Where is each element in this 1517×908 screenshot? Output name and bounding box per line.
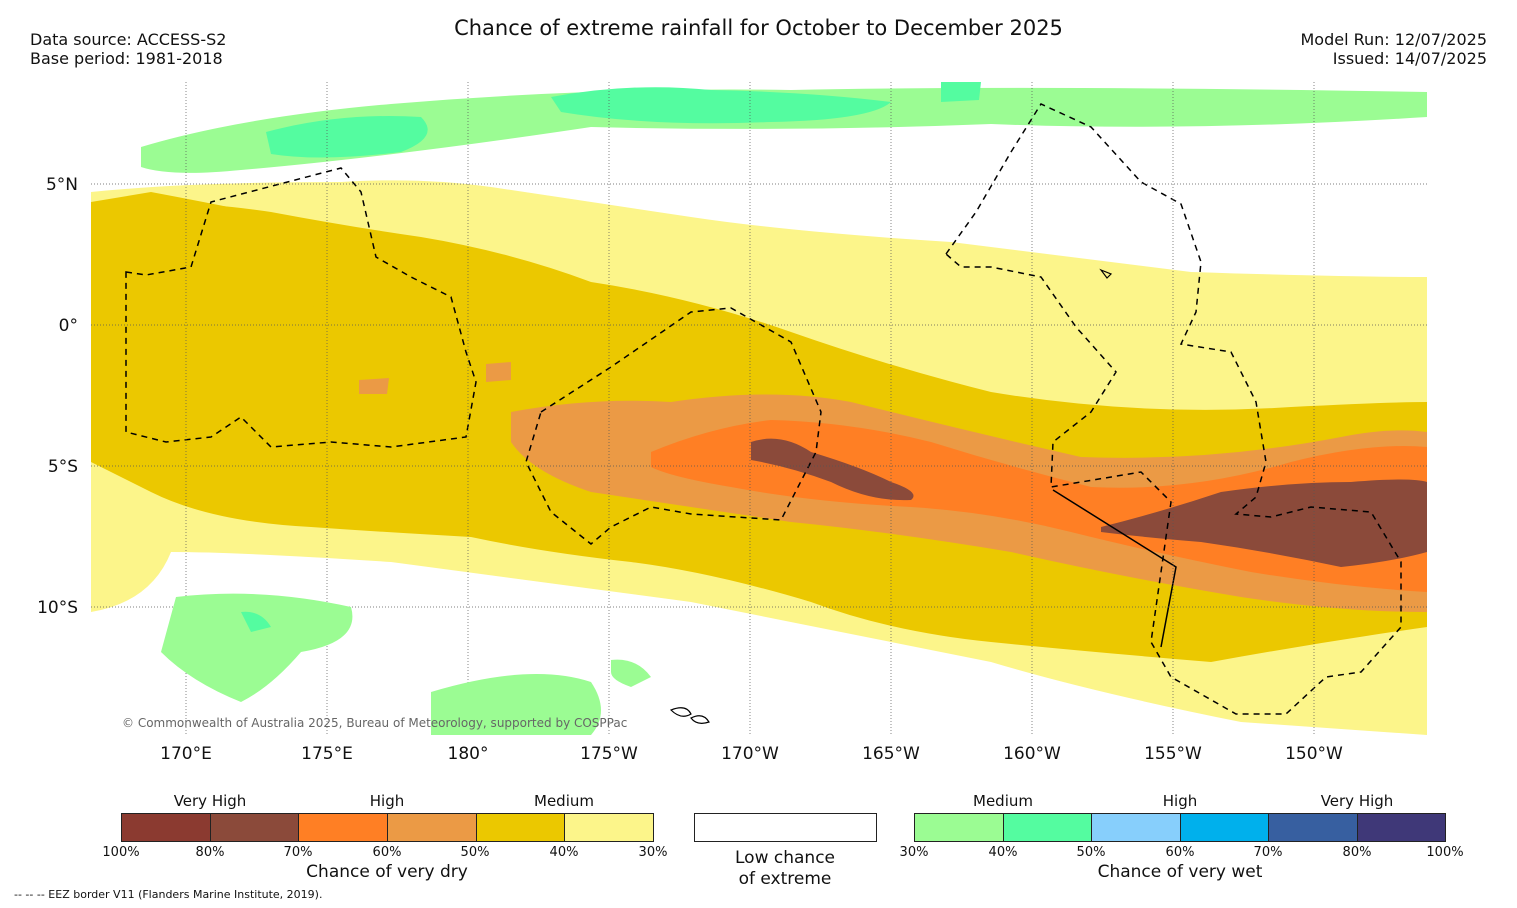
dry-tick: 70%: [283, 845, 313, 860]
wet-medium-south-patch-2: [431, 674, 601, 735]
maritime-boundary-line: [1052, 489, 1177, 648]
wet-tick: 60%: [1165, 845, 1195, 860]
wet-tick: 70%: [1253, 845, 1283, 860]
dry-caption: Chance of very dry: [306, 862, 468, 882]
dry-medium-gold-west: [91, 192, 331, 377]
dry-very-high-patch-1: [751, 438, 914, 501]
dry-swatch: [210, 814, 300, 841]
dry-high-tan-dot: [486, 362, 511, 382]
dry-swatch: [476, 814, 566, 841]
dry-swatch: [122, 814, 211, 841]
wet-tick: 40%: [988, 845, 1018, 860]
dry-colorbar: [121, 813, 654, 842]
lat-label-5n: 5°N: [45, 175, 78, 195]
wet-level-high: High: [1162, 792, 1198, 810]
wet-swatch: [1003, 814, 1092, 841]
dry-swatch: [299, 814, 389, 841]
wet-high-north-patch-1: [266, 116, 428, 158]
low-swatch: [695, 814, 876, 841]
lon-label-160w: 160°W: [1003, 744, 1061, 764]
wet-swatch: [1180, 814, 1269, 841]
lon-label-175w: 175°W: [580, 744, 638, 764]
low-chance-swatch: [694, 813, 877, 842]
dry-level-medium: Medium: [534, 792, 594, 810]
wet-caption: Chance of very wet: [1097, 862, 1263, 882]
wet-tick: 50%: [1076, 845, 1106, 860]
dry-tick: 40%: [549, 845, 579, 860]
lon-label-170w: 170°W: [721, 744, 779, 764]
dry-tick: 30%: [638, 845, 668, 860]
dry-tick: 100%: [102, 845, 140, 860]
dry-tick: 80%: [195, 845, 225, 860]
dry-high-orange-band: [651, 420, 1427, 592]
wet-level-very-high: Very High: [1320, 792, 1394, 810]
eez-borders: [125, 103, 1402, 715]
wet-swatch: [1357, 814, 1445, 841]
wet-tick: 30%: [899, 845, 929, 860]
dry-swatch: [388, 814, 477, 841]
islands: [669, 268, 1113, 724]
lat-label-0: 0°: [58, 316, 78, 336]
wet-swatch: [915, 814, 1004, 841]
wet-medium-south-west: [161, 593, 353, 702]
dry-very-high-patch-2: [1101, 479, 1427, 567]
lon-label-165w: 165°W: [862, 744, 920, 764]
lat-label-5s: 5°S: [47, 457, 78, 477]
model-run-text: Model Run: 12/07/2025: [1300, 30, 1488, 49]
base-period-text: Base period: 1981-2018: [30, 49, 223, 68]
dry-tick: 50%: [460, 845, 490, 860]
low-caption-line1: Low chance: [735, 848, 835, 868]
dry-swatch: [565, 814, 654, 841]
dry-medium-light-west: [91, 552, 171, 612]
wet-high-north-patch-2: [551, 87, 891, 124]
wet-medium-south-patch-3: [611, 659, 651, 687]
lat-label-10s: 10°S: [37, 598, 78, 618]
lon-label-150w: 150°W: [1285, 744, 1343, 764]
wet-high-north-patch-3: [941, 82, 981, 102]
wet-medium-north-band: [141, 87, 1427, 173]
lon-label-175e: 175°E: [301, 744, 353, 764]
lon-label-180: 180°: [447, 744, 489, 764]
dry-level-very-high: Very High: [173, 792, 247, 810]
wet-swatch: [1092, 814, 1181, 841]
rainfall-map: [91, 82, 1427, 735]
wet-colorbar: [914, 813, 1446, 842]
dry-high-tan-dot-2: [359, 378, 389, 394]
wet-tick: 100%: [1426, 845, 1464, 860]
wet-tick: 80%: [1342, 845, 1372, 860]
dry-tick: 60%: [372, 845, 402, 860]
dry-level-high: High: [369, 792, 405, 810]
wet-swatch: [1269, 814, 1358, 841]
lon-label-170e: 170°E: [160, 744, 212, 764]
eez-footnote: -- -- -- EEZ border V11 (Flanders Marine…: [14, 888, 323, 901]
wet-level-medium: Medium: [973, 792, 1033, 810]
data-source-text: Data source: ACCESS-S2: [30, 30, 227, 49]
copyright-text: © Commonwealth of Australia 2025, Bureau…: [122, 716, 628, 730]
wet-high-south-dot: [241, 611, 271, 632]
lon-label-155w: 155°W: [1144, 744, 1202, 764]
map-title: Chance of extreme rainfall for October t…: [454, 16, 1063, 40]
low-caption-line2: of extreme: [738, 869, 832, 889]
issued-text: Issued: 14/07/2025: [1332, 49, 1487, 68]
